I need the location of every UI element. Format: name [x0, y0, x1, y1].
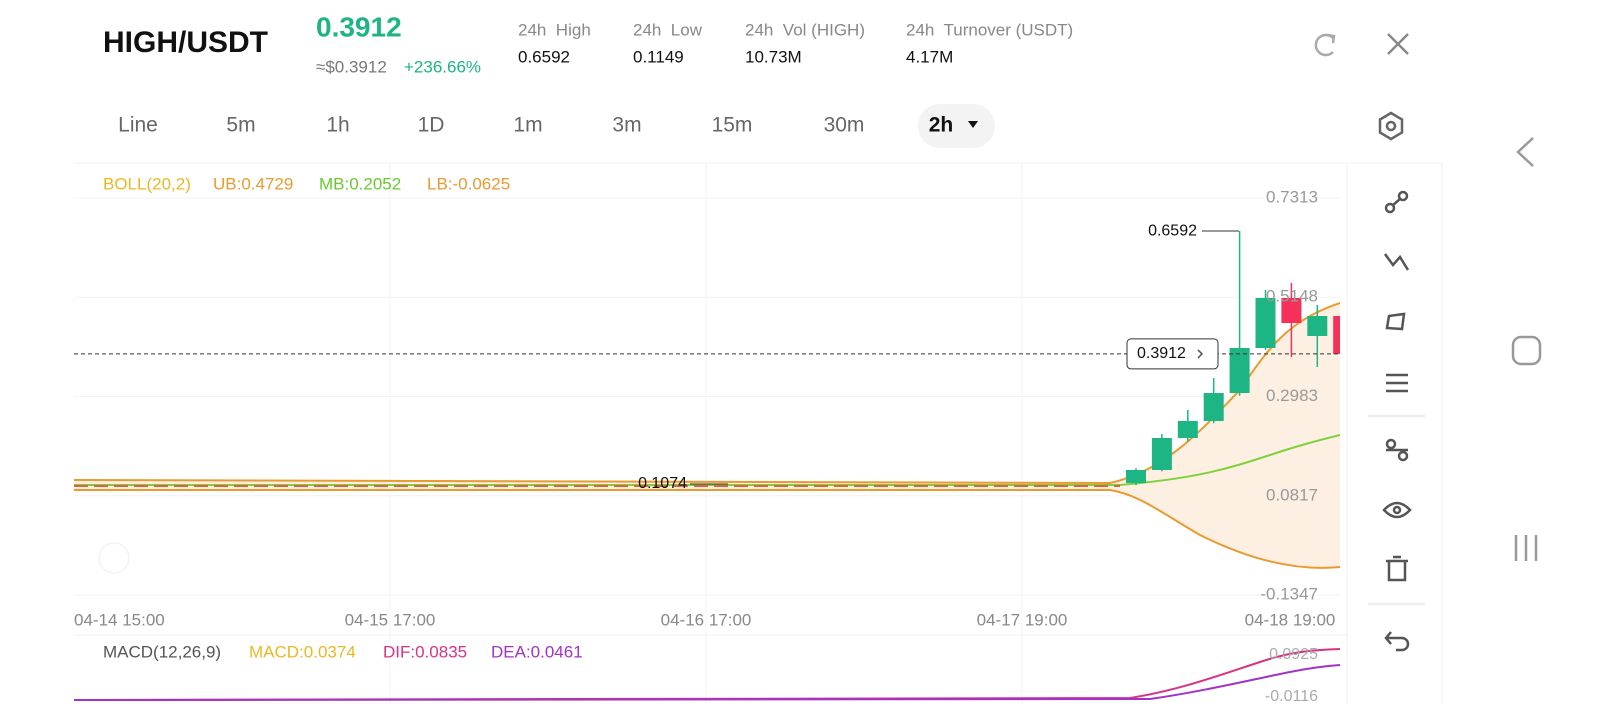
timeframe-tab[interactable]: 3m [612, 114, 641, 137]
tool-eye[interactable] [1382, 501, 1412, 519]
boll-lower [74, 489, 1340, 569]
stat-label: 24h High [518, 20, 591, 39]
stat-value: 0.1149 [633, 47, 684, 66]
nav-home[interactable] [1511, 335, 1542, 366]
x-tick-label: 04-15 17:00 [345, 610, 436, 629]
timeframe-tab[interactable]: Line [118, 114, 158, 137]
x-tick-label: 04-16 17:00 [661, 610, 752, 629]
dif-value: DIF:0.0835 [383, 642, 467, 661]
y-tick-label: -0.1347 [1260, 584, 1318, 603]
dropdown-caret [968, 121, 978, 128]
settings-icon[interactable] [1378, 111, 1404, 141]
toolbar [1368, 190, 1425, 652]
timeframe-tabs: Line 5m 1h 1D 1m 3m 15m 30m 2h [118, 114, 978, 137]
stat-value: 0.6592 [518, 47, 570, 66]
dea-value: DEA:0.0461 [491, 642, 583, 661]
candles [1126, 231, 1340, 486]
last-price: 0.3912 [1137, 345, 1186, 362]
macd-value: MACD:0.0374 [249, 642, 356, 661]
last-price-arrow [1197, 349, 1204, 359]
stats: 24h High 0.6592 24h Low 0.1149 24h Vol (HIGH… [518, 20, 1073, 66]
y-tick-label: 0.2983 [1266, 386, 1318, 405]
boll-upper [74, 302, 1340, 485]
price: 0.3912 [316, 11, 402, 42]
macd-tick: 0.0925 [1269, 646, 1318, 663]
indicator-lb: LB:-0.0625 [427, 174, 510, 193]
chart-labels: 0.7313 0.5148 0.2983 0.0817 -0.1347 04-14 15:… [74, 187, 1340, 629]
x-tick-label: 04-17 19:00 [977, 610, 1068, 629]
candle-body [1151, 437, 1172, 470]
timeframe-tab[interactable]: 5m [226, 114, 255, 137]
refresh-icon[interactable] [1314, 33, 1336, 57]
tool-link[interactable] [1385, 438, 1409, 462]
x-tick-label: 04-14 15:00 [74, 610, 165, 629]
dea-line [73, 664, 1341, 701]
change: +236.66% [404, 57, 481, 76]
close-icon[interactable] [1387, 33, 1409, 55]
y-tick-label: 0.0817 [1266, 485, 1318, 504]
y-tick-label: 0.7313 [1266, 187, 1318, 206]
pair: HIGH/USDT [103, 26, 268, 59]
timeframe-tab[interactable]: 1m [513, 114, 542, 137]
high-marker: 0.6592 [1148, 222, 1197, 239]
boll-middle [74, 434, 1340, 486]
drawing-toggle[interactable] [98, 542, 130, 574]
timeframe-tab[interactable]: 1h [326, 114, 349, 137]
tool-delete[interactable] [1386, 555, 1408, 582]
stat-label: 24h Turnover (USDT) [906, 20, 1073, 39]
tool-line[interactable] [1384, 190, 1409, 214]
active-tab-bg [918, 104, 995, 148]
indicator-mb: MB:0.2052 [319, 174, 401, 193]
candle-body [1126, 469, 1146, 484]
dif-line [73, 648, 1341, 701]
candle-body [1229, 347, 1250, 394]
x-tick-label: 04-18 19:00 [1245, 610, 1336, 629]
y-tick-label: 0.5148 [1266, 287, 1318, 306]
candle-body [1255, 297, 1276, 348]
tool-shape[interactable] [1385, 312, 1406, 331]
timeframe-tab[interactable]: 2h [929, 114, 954, 137]
system-nav [1511, 137, 1542, 561]
candle-body [1203, 393, 1224, 421]
candle-body [1177, 420, 1198, 438]
stat-label: 24h Low [633, 20, 703, 39]
price-usd: ≈$0.3912 [316, 57, 387, 76]
candle-body [1307, 315, 1328, 336]
tool-trend[interactable] [1383, 253, 1410, 271]
timeframe-tab[interactable]: 30m [824, 114, 865, 137]
stat-value: 4.17M [906, 47, 953, 66]
tool-undo[interactable] [1384, 631, 1410, 652]
low-marker: 0.1074 [638, 475, 687, 492]
last-price-box[interactable] [1126, 338, 1219, 370]
stat-label: 24h Vol (HIGH) [745, 20, 865, 39]
nav-recent[interactable] [1514, 535, 1538, 561]
macd-tick: -0.0116 [1265, 688, 1318, 705]
stat-value: 10.73M [745, 47, 802, 66]
indicator-ub: UB:0.4729 [213, 174, 293, 193]
candle-body [1333, 315, 1340, 354]
timeframe-tab[interactable]: 1D [418, 114, 445, 137]
candle-body [1281, 297, 1302, 324]
timeframe-tab[interactable]: 15m [712, 114, 753, 137]
indicator-name: BOLL(20,2) [103, 174, 191, 193]
nav-back[interactable] [1516, 137, 1534, 167]
macd-name: MACD(12,26,9) [103, 642, 221, 661]
plot [74, 231, 1340, 569]
tool-settings[interactable] [1386, 373, 1408, 393]
